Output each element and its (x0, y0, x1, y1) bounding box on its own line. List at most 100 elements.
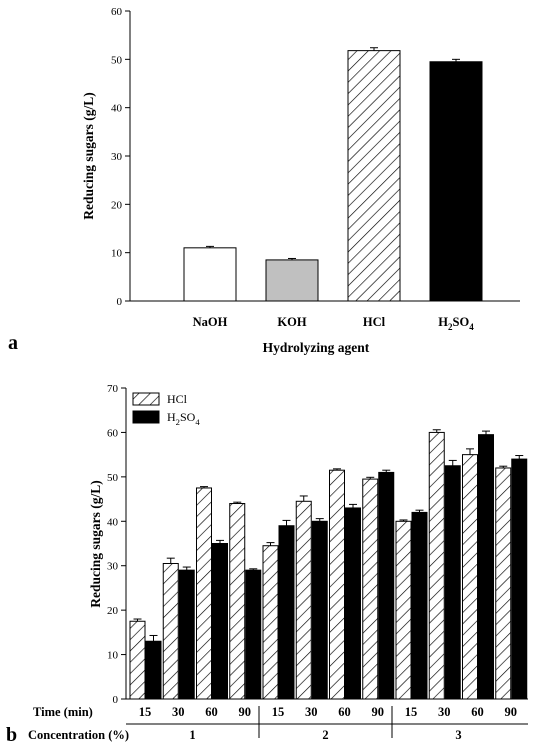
panel-a-ytick-label: 20 (111, 199, 123, 211)
panel-a-error-bar (206, 245, 214, 248)
legend-h2so4-swatch (132, 410, 160, 424)
h2so4-bar (444, 465, 461, 700)
panel-a-bar (429, 61, 483, 302)
panel-b-error-bar (382, 469, 391, 473)
panel-a-bar (265, 259, 319, 302)
legend-hcl-swatch (132, 392, 160, 406)
hcl-bar (329, 469, 345, 700)
panel-b-error-bar (415, 509, 424, 513)
h2so4-bar (378, 471, 395, 700)
legend-hcl-label: HCl (167, 392, 188, 406)
hcl-bar (196, 487, 212, 700)
panel-b-error-bar (499, 465, 508, 468)
h2so4-bar (411, 511, 428, 700)
panel-b-error-bar (266, 542, 275, 546)
hcl-bar (362, 478, 379, 700)
h2so4-bar (311, 520, 328, 700)
h2so4-bar (345, 507, 361, 700)
panel-b-legend: HCl H2SO4 (132, 392, 200, 427)
panel-b-error-bar (349, 503, 357, 508)
hcl-bar (395, 520, 412, 700)
panel-a-label: a (8, 332, 18, 354)
panel-b-ytick-label: 30 (107, 561, 119, 573)
panel-b-ytick-label: 20 (107, 605, 119, 617)
panel-a-category-label: H2SO4 (438, 315, 474, 332)
time-tick-label: 90 (505, 705, 518, 719)
h2so4-bar (245, 569, 262, 700)
panel-b-ylabel: Reducing sugars (g/L) (88, 480, 103, 608)
h2so4-bar (478, 434, 494, 700)
hcl-bar (162, 562, 179, 700)
panel-a-category-label: NaOH (193, 315, 228, 329)
time-row-label: Time (min) (33, 705, 93, 719)
panel-b-ytick-label: 40 (107, 516, 119, 528)
panel-a-ytick-label: 40 (111, 103, 123, 115)
panel-a-error-bar (288, 257, 296, 260)
panel-a-category-label: HCl (363, 315, 386, 329)
panel-b-error-bar (149, 634, 158, 642)
hcl-bar (295, 500, 312, 700)
h2so4-bar (178, 569, 195, 700)
time-tick-label: 90 (372, 705, 385, 719)
panel-b-label: b (6, 724, 17, 746)
panel-a-ytick-label: 60 (111, 6, 123, 18)
panel-a-error-bar (452, 58, 460, 62)
panel-a-xlabel: Hydrolyzing agent (263, 340, 370, 355)
hcl-bar (129, 620, 146, 700)
panel-b-error-bar (333, 468, 341, 471)
panel-b-error-bar (432, 429, 441, 433)
panel-a-ytick-label: 50 (111, 54, 123, 66)
panel-b-error-bar (466, 448, 474, 455)
panel-b-error-bar (233, 501, 242, 504)
concentration-row-label: Concentration (%) (28, 728, 129, 742)
h2so4-bar (145, 640, 162, 700)
panel-a-ytick-label: 30 (111, 151, 123, 163)
time-tick-label: 60 (205, 705, 218, 719)
time-tick-label: 60 (471, 705, 484, 719)
hcl-bar (462, 454, 478, 700)
panel-a-category-label: KOH (277, 315, 306, 329)
panel-b-error-bar (166, 557, 175, 564)
panel-b-error-bar (366, 476, 375, 480)
panel-b-error-bar (315, 518, 324, 522)
time-tick-label: 30 (172, 705, 185, 719)
panel-b-error-bar (482, 430, 490, 435)
panel-b-error-bar (399, 519, 408, 522)
h2so4-bar (511, 458, 528, 700)
panel-a-bar (183, 247, 237, 302)
concentration-label: 3 (455, 728, 461, 742)
panel-a-bar (347, 50, 401, 302)
panel-a-error-bar (370, 47, 378, 51)
panel-b-ytick-label: 70 (107, 383, 119, 395)
hcl-bar (262, 545, 279, 700)
time-tick-label: 15 (139, 705, 152, 719)
panel-b-error-bar (299, 495, 308, 502)
hcl-bar (495, 467, 512, 700)
panel-b-error-bar (515, 455, 524, 460)
panel-a-chart: 0 10 20 30 40 50 60 NaOH KOH HCl H2SO4 Reducing s… (8, 6, 520, 355)
panel-a-bars (183, 47, 483, 302)
legend-h2so4-label: H2SO4 (167, 410, 200, 427)
panel-b-error-bar (249, 568, 258, 571)
concentration-label: 2 (322, 728, 328, 742)
panel-b-bars (129, 429, 528, 700)
panel-b-ytick-label: 0 (113, 694, 119, 706)
panel-b-ytick-label: 50 (107, 472, 119, 484)
panel-b-error-bar (200, 486, 208, 488)
panel-b-error-bar (182, 566, 191, 571)
panel-b-error-bar (216, 539, 224, 544)
concentration-label: 1 (189, 728, 195, 742)
time-tick-label: 30 (305, 705, 318, 719)
panel-b-ytick-label: 10 (107, 650, 119, 662)
panel-b-error-bar (133, 618, 142, 622)
time-tick-label: 60 (338, 705, 351, 719)
panel-b-chart: 0 10 20 30 40 50 60 70 HCl H2SO4 15 30 60 90 15 30 60 9… (6, 383, 528, 746)
panel-b-x-rows: 15 30 60 90 15 30 60 90 15 30 60 90 1 2 3 (126, 705, 528, 742)
time-tick-label: 15 (272, 705, 285, 719)
panel-a-ytick-label: 0 (117, 296, 123, 308)
panel-a-ytick-label: 10 (111, 248, 123, 260)
panel-a-category-labels: NaOH KOH HCl H2SO4 (193, 315, 475, 332)
h2so4-bar (212, 543, 228, 700)
h2so4-bar (278, 525, 295, 700)
